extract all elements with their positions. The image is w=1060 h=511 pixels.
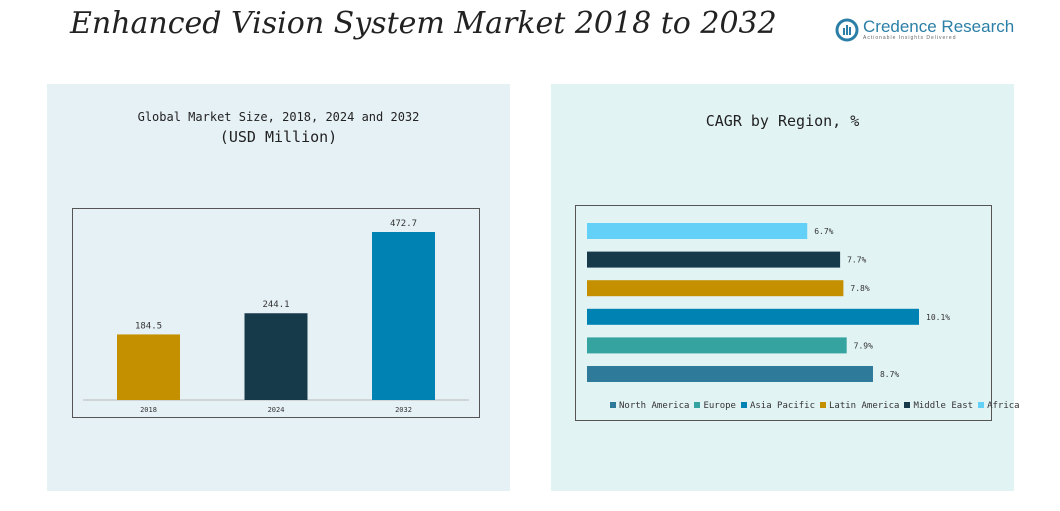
bar-latin-america bbox=[587, 280, 844, 297]
bar-asia-pacific bbox=[587, 308, 919, 325]
legend-item: Latin America bbox=[820, 401, 899, 411]
bar-2032 bbox=[372, 232, 435, 400]
legend-item: Middle East bbox=[904, 401, 973, 411]
legend: North America Europe Asia Pacific Latin Ame… bbox=[610, 401, 1020, 411]
data-label: 184.5 bbox=[135, 321, 162, 331]
logo: Credence Research Actionable Insights Del… bbox=[835, 18, 1014, 42]
legend-item: Europe bbox=[694, 401, 736, 411]
chart-title: CAGR by Region, % bbox=[705, 112, 860, 130]
legend-swatch bbox=[978, 402, 985, 408]
data-label: 7.9% bbox=[854, 341, 873, 350]
legend-label: Latin America bbox=[829, 401, 900, 411]
data-label: 244.1 bbox=[262, 300, 289, 310]
bar-middle-east bbox=[587, 251, 841, 268]
bar-north-america bbox=[587, 366, 873, 382]
logo-icon bbox=[835, 18, 859, 42]
data-label: 7.8% bbox=[850, 284, 869, 293]
cagr-chart: 6.7% 7.7% 7.8% 10.1% 7.9% 8.7% bbox=[575, 205, 992, 421]
x-tick-label: 2024 bbox=[268, 406, 285, 414]
chart-title: Global Market Size, 2018, 2024 and 2032 bbox=[137, 110, 420, 124]
legend-item: Africa bbox=[978, 401, 1020, 411]
data-label: 8.7% bbox=[880, 370, 899, 379]
legend-item: Asia Pacific bbox=[740, 401, 815, 411]
legend-label: North America bbox=[619, 401, 690, 411]
legend-swatch bbox=[610, 402, 616, 408]
legend-swatch bbox=[820, 402, 826, 408]
legend-label: Europe bbox=[703, 401, 736, 411]
legend-item: North America bbox=[610, 401, 689, 411]
bar-africa bbox=[587, 223, 808, 239]
cagr-svg: 6.7% 7.7% 7.8% 10.1% 7.9% 8.7% bbox=[587, 223, 950, 382]
legend-swatch bbox=[694, 402, 701, 408]
logo-name: Credence Research bbox=[863, 17, 1015, 36]
bar-2024 bbox=[244, 313, 308, 400]
legend-label: Asia Pacific bbox=[749, 401, 815, 411]
bar-2018 bbox=[117, 334, 180, 400]
legend-swatch bbox=[740, 402, 747, 408]
legend-label: Africa bbox=[987, 401, 1020, 411]
data-label: 7.7% bbox=[847, 256, 866, 265]
bar-europe bbox=[587, 337, 847, 354]
market-size-chart: 184.5 2018 244.1 2024 472.7 2032 bbox=[72, 208, 480, 418]
x-tick-label: 2018 bbox=[140, 406, 157, 414]
logo-tagline: Actionable Insights Delivered bbox=[863, 35, 957, 41]
chart-subtitle: (USD Million) bbox=[219, 128, 338, 146]
legend-swatch bbox=[904, 402, 911, 408]
data-label: 6.7% bbox=[814, 227, 833, 236]
x-tick-label: 2032 bbox=[395, 406, 412, 414]
data-label: 472.7 bbox=[390, 219, 417, 229]
page-title: Enhanced Vision System Market 2018 to 20… bbox=[70, 6, 777, 41]
legend-label: Middle East bbox=[913, 401, 974, 411]
data-label: 10.1% bbox=[926, 313, 950, 322]
market-size-svg: 184.5 2018 244.1 2024 472.7 2032 bbox=[83, 219, 469, 414]
